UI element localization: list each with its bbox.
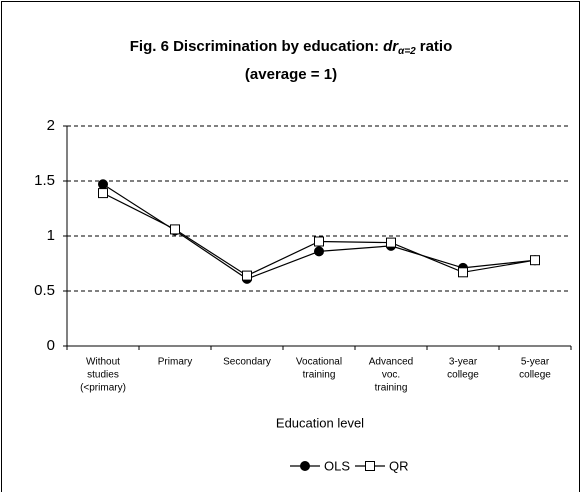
- point: [314, 236, 324, 247]
- y-tick-label: 1.5: [34, 172, 55, 189]
- legend-marker: [365, 461, 375, 471]
- x-tick-label: Secondary: [223, 357, 271, 368]
- y-tick-label: 0.5: [34, 282, 55, 299]
- point: [530, 255, 540, 266]
- point: [170, 224, 180, 235]
- y-tick-label: 2: [47, 117, 55, 134]
- x-tick-label: voc.: [382, 370, 400, 381]
- legend-marker: [300, 461, 310, 471]
- chart-title: Fig. 6 Discrimination by education: drα=…: [130, 38, 453, 57]
- legend-label: OLS: [324, 458, 350, 473]
- x-tick-label: college: [519, 370, 551, 381]
- x-tick-label: Advanced: [369, 357, 413, 368]
- point: [314, 246, 324, 257]
- x-axis-title: Education level: [276, 415, 364, 430]
- point: [386, 237, 396, 248]
- point: [458, 267, 468, 278]
- x-tick-label: 5-year: [521, 357, 550, 368]
- chart-subtitle: (average = 1): [245, 66, 337, 83]
- x-tick-label: training: [375, 383, 408, 394]
- x-tick-label: studies: [87, 370, 119, 381]
- point: [242, 270, 252, 281]
- y-tick-label: 1: [47, 227, 55, 244]
- point: [98, 188, 108, 199]
- x-tick-label: (<primary): [80, 383, 126, 394]
- y-tick-label: 0: [47, 337, 55, 354]
- x-tick-label: Vocational: [296, 357, 342, 368]
- x-tick-label: Without: [86, 357, 120, 368]
- x-tick-label: training: [303, 370, 336, 381]
- legend-label: QR: [389, 458, 409, 473]
- x-tick-label: college: [447, 370, 479, 381]
- x-tick-label: Primary: [158, 357, 192, 368]
- point: [98, 179, 108, 190]
- x-tick-label: 3-year: [449, 357, 478, 368]
